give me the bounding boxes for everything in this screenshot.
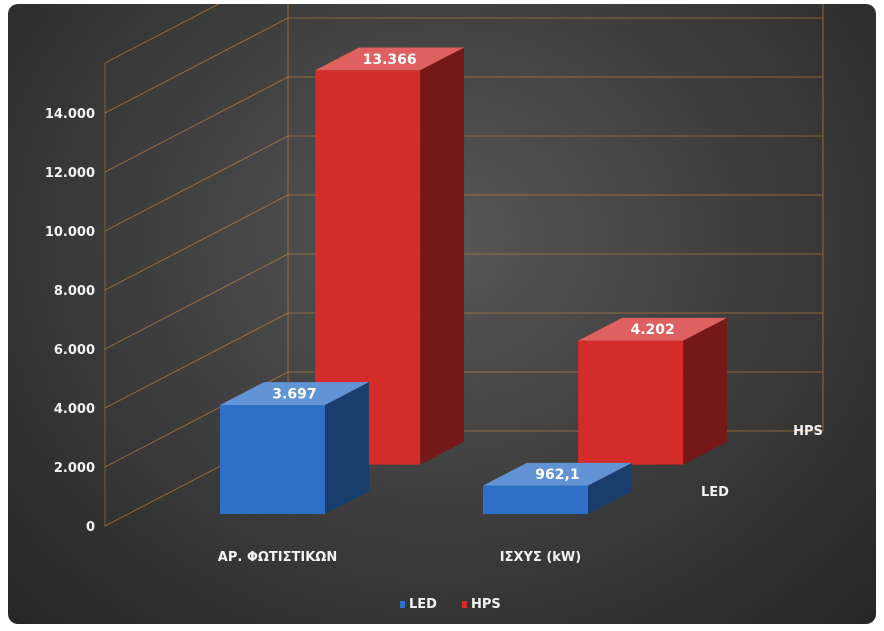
side-gridline — [104, 253, 289, 350]
bar-led — [220, 404, 325, 514]
category-axis: ΑΡ. ΦΩΤΙΣΤΙΚΩΝ ΙΣΧΥΣ (kW) — [218, 550, 581, 565]
legend-swatch-hps — [462, 601, 467, 608]
side-gridline — [104, 76, 289, 173]
side-gridline — [104, 312, 289, 409]
chart-svg: 02.0004.0006.0008.00010.00012.00014.000 … — [45, 4, 824, 612]
data-labels: 13.366 4.202 3.697 962,1 — [272, 52, 674, 483]
y-tick-label: 2.000 — [54, 461, 95, 476]
depth-axis-label: HPS — [793, 424, 823, 439]
legend: LED HPS — [400, 597, 501, 612]
bar-side-hps — [683, 317, 728, 465]
side-gridline — [104, 17, 289, 114]
bar-hps — [578, 340, 684, 465]
chart-area: 0 2.000 4.000 6.000 8.000 10.000 12.000 14.000 … — [8, 4, 876, 624]
bar-side-led — [325, 382, 369, 514]
bar-top-led — [483, 462, 632, 486]
bar-top-hps — [578, 317, 728, 341]
legend-swatch-led — [400, 601, 405, 608]
category-label: ΙΣΧΥΣ (kW) — [500, 550, 581, 565]
y-axis-ticks: 0 2.000 4.000 6.000 8.000 10.000 12.000 14.000 — [45, 107, 95, 535]
depth-axis: LED HPS — [701, 424, 823, 500]
data-label: 4.202 — [630, 322, 674, 338]
y-tick-label: 8.000 — [54, 284, 95, 299]
y-tick-label: 10.000 — [45, 225, 95, 240]
data-label: 962,1 — [535, 467, 579, 483]
y-tick-label: 14.000 — [45, 107, 95, 122]
y-tick-label: 6.000 — [54, 343, 95, 358]
y-tick-label: 12.000 — [45, 166, 95, 181]
side-gridline — [104, 194, 289, 291]
bar-top-hps — [315, 47, 465, 71]
side-wall-top — [104, 4, 220, 64]
y-tick-label: 0 — [86, 520, 95, 535]
legend-label: LED — [409, 597, 437, 612]
data-label: 3.697 — [272, 387, 316, 403]
side-gridline — [104, 135, 289, 232]
bar-led — [483, 485, 588, 514]
bar-side-led — [588, 462, 632, 514]
depth-axis-label: LED — [701, 485, 729, 500]
category-label: ΑΡ. ΦΩΤΙΣΤΙΚΩΝ — [218, 550, 337, 565]
legend-label: HPS — [471, 597, 501, 612]
chart-bars — [220, 47, 728, 514]
y-tick-label: 4.000 — [54, 402, 95, 417]
bar-side-hps — [420, 47, 465, 465]
bar-top-led — [220, 382, 369, 405]
data-label: 13.366 — [363, 52, 417, 68]
